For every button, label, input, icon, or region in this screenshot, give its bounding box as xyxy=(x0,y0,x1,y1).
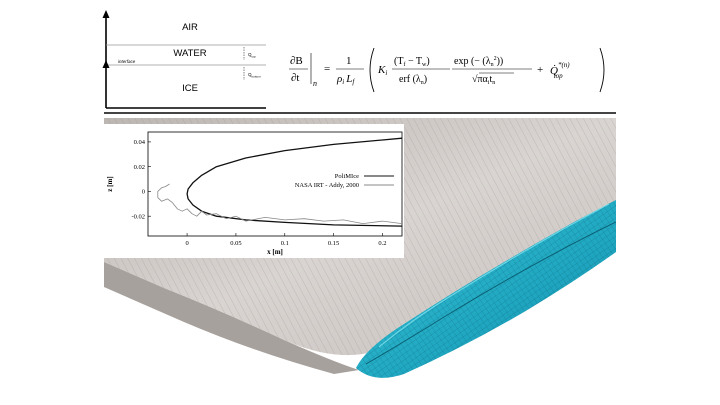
wing-lower-surface xyxy=(104,262,359,374)
x-tick-label: 0 xyxy=(185,240,188,247)
layer-air: AIR xyxy=(182,22,198,33)
legend: PoliMIce NASA IRT - Addy, 2000 xyxy=(295,173,394,189)
layer-ice: ICE xyxy=(182,83,198,94)
plus-sign: + xyxy=(537,64,543,76)
y-tick-label: 0.02 xyxy=(134,164,145,171)
stefan-equation: ∂B ∂t n = 1 ρi Lf Ki (Tf − Tw) erf (λn) e… xyxy=(289,47,605,93)
series-line-nasa-irt xyxy=(157,183,403,224)
ice-highlight xyxy=(378,203,610,348)
x-tick-label: 0.05 xyxy=(230,240,241,247)
chart-background xyxy=(104,124,404,258)
right-paren xyxy=(599,47,605,93)
lhs-denominator: ∂t xyxy=(291,72,300,84)
series-layer xyxy=(157,137,403,227)
x-tick-label: 0.15 xyxy=(328,240,339,247)
layer-water: WATER xyxy=(173,48,206,59)
y-ticks: 0.04 0.02 0 -0.02 xyxy=(131,139,151,220)
series-line-polimice xyxy=(186,137,403,227)
up-arrow-head xyxy=(102,10,110,18)
y-tick-label: 0 xyxy=(142,189,145,196)
legend-label-polimice: PoliMIce xyxy=(335,173,359,180)
frac3-denominator: √παitn xyxy=(472,74,495,86)
legend-label-nasa: NASA IRT - Addy, 2000 xyxy=(295,182,359,189)
x-tick-label: 0.2 xyxy=(378,240,386,247)
left-paren xyxy=(369,47,375,93)
frac2-numerator: (Tf − Tw) xyxy=(394,56,430,68)
frac2-denominator: erf (λn) xyxy=(399,74,427,86)
plot-frame xyxy=(147,131,403,237)
x-axis-label: x [m] xyxy=(267,248,283,256)
y-axis-label: z [m] xyxy=(106,176,114,191)
frac1-denominator: ρi Lf xyxy=(336,73,355,86)
y-tick-label: -0.02 xyxy=(131,213,145,220)
q-top-label: Qtop xyxy=(248,52,256,59)
frac1-numerator: 1 xyxy=(346,55,352,67)
k-coefficient: Ki xyxy=(377,64,387,77)
layer-diagram: AIR WATER ICE interface Qtop Qbottom xyxy=(102,10,266,109)
q-bottom-label: Qbottom xyxy=(248,72,261,79)
equals-sign: = xyxy=(324,63,330,75)
y-tick-label: 0.04 xyxy=(134,139,146,146)
x-tick-label: 0.1 xyxy=(281,240,289,247)
frac3-numerator: exp (− (λn2)) xyxy=(454,56,503,68)
lhs-numerator: ∂B xyxy=(290,55,303,67)
ice-ridge xyxy=(365,221,616,365)
q-top-term: Q̇*(n) top xyxy=(550,61,570,80)
lhs-subscript: n xyxy=(313,79,317,88)
interface-arrow-head xyxy=(102,60,110,68)
interface-label: interface xyxy=(118,59,136,64)
x-ticks: 0 0.05 0.1 0.15 0.2 xyxy=(185,233,387,247)
ice-shape-chart: 0 0.05 0.1 0.15 0.2 0.04 0.02 0 -0.02 x [m] z [… xyxy=(104,124,404,258)
